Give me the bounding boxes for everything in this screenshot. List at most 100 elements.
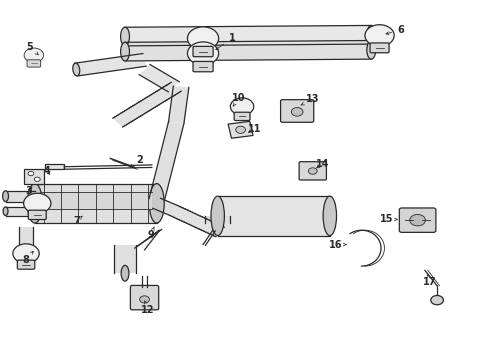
Text: 2: 2	[130, 155, 143, 167]
Polygon shape	[186, 213, 197, 224]
FancyBboxPatch shape	[17, 260, 35, 269]
Text: 16: 16	[329, 239, 346, 249]
Polygon shape	[157, 90, 169, 100]
Polygon shape	[135, 103, 146, 113]
Polygon shape	[19, 226, 33, 244]
Text: 11: 11	[247, 124, 261, 134]
Text: 7: 7	[73, 216, 82, 226]
Polygon shape	[191, 216, 202, 227]
Ellipse shape	[27, 184, 42, 223]
Ellipse shape	[121, 27, 129, 46]
Ellipse shape	[323, 196, 336, 235]
Ellipse shape	[366, 41, 375, 59]
Circle shape	[34, 177, 40, 181]
Circle shape	[291, 108, 303, 116]
FancyBboxPatch shape	[399, 208, 435, 232]
Polygon shape	[113, 117, 124, 127]
Circle shape	[230, 98, 253, 115]
Polygon shape	[153, 92, 165, 102]
Polygon shape	[24, 169, 43, 184]
Polygon shape	[177, 209, 187, 220]
FancyBboxPatch shape	[130, 285, 158, 310]
Polygon shape	[153, 198, 177, 216]
Polygon shape	[196, 218, 207, 229]
Text: 14: 14	[315, 159, 328, 169]
Polygon shape	[121, 112, 133, 122]
Polygon shape	[141, 100, 153, 110]
Polygon shape	[124, 26, 371, 46]
Polygon shape	[217, 196, 329, 235]
Polygon shape	[163, 86, 175, 96]
Polygon shape	[131, 106, 142, 116]
Polygon shape	[165, 85, 177, 95]
Polygon shape	[129, 107, 141, 117]
FancyBboxPatch shape	[193, 62, 213, 72]
Polygon shape	[179, 210, 190, 221]
Polygon shape	[206, 222, 217, 233]
FancyBboxPatch shape	[234, 112, 249, 121]
Polygon shape	[119, 113, 130, 123]
Circle shape	[235, 126, 245, 134]
Polygon shape	[142, 98, 155, 108]
Ellipse shape	[210, 196, 224, 235]
Circle shape	[430, 296, 443, 305]
Polygon shape	[208, 224, 219, 235]
Circle shape	[28, 171, 34, 176]
Polygon shape	[149, 122, 183, 201]
Circle shape	[187, 42, 218, 65]
Ellipse shape	[121, 42, 129, 61]
Ellipse shape	[2, 191, 8, 202]
Polygon shape	[114, 244, 136, 273]
Polygon shape	[44, 164, 64, 169]
Polygon shape	[5, 191, 35, 202]
Polygon shape	[199, 219, 209, 230]
Polygon shape	[161, 87, 173, 97]
Text: 12: 12	[141, 301, 154, 315]
Polygon shape	[115, 116, 126, 126]
Polygon shape	[159, 89, 171, 99]
Circle shape	[308, 168, 317, 174]
Text: 17: 17	[422, 274, 436, 287]
Text: 4: 4	[43, 166, 50, 176]
Text: 5: 5	[26, 42, 38, 55]
Circle shape	[140, 296, 149, 303]
Ellipse shape	[3, 207, 8, 216]
Text: 1: 1	[215, 33, 235, 50]
Polygon shape	[227, 121, 253, 138]
Polygon shape	[184, 212, 195, 223]
Ellipse shape	[149, 184, 164, 223]
Polygon shape	[145, 97, 157, 107]
Text: 13: 13	[300, 94, 319, 105]
Polygon shape	[35, 184, 157, 223]
Polygon shape	[151, 94, 163, 104]
FancyBboxPatch shape	[369, 43, 388, 53]
Polygon shape	[117, 114, 128, 125]
Polygon shape	[139, 101, 151, 111]
FancyBboxPatch shape	[299, 162, 326, 180]
Circle shape	[24, 48, 43, 62]
Text: 6: 6	[385, 25, 403, 35]
Polygon shape	[5, 207, 35, 216]
Polygon shape	[174, 208, 185, 219]
FancyBboxPatch shape	[193, 46, 213, 57]
Circle shape	[364, 25, 393, 46]
Ellipse shape	[366, 26, 375, 44]
Polygon shape	[147, 96, 159, 106]
Circle shape	[23, 193, 51, 213]
Polygon shape	[211, 225, 222, 236]
FancyBboxPatch shape	[280, 100, 313, 122]
Polygon shape	[133, 105, 144, 115]
Text: 3: 3	[25, 186, 32, 197]
Polygon shape	[40, 192, 152, 209]
Polygon shape	[75, 54, 146, 76]
Polygon shape	[168, 86, 188, 123]
Polygon shape	[172, 207, 183, 217]
Polygon shape	[139, 64, 179, 92]
Polygon shape	[194, 217, 204, 228]
Text: 8: 8	[22, 251, 33, 265]
Polygon shape	[126, 108, 139, 118]
Text: 15: 15	[379, 215, 396, 224]
Polygon shape	[205, 216, 229, 223]
FancyBboxPatch shape	[27, 60, 41, 67]
Polygon shape	[213, 226, 224, 237]
